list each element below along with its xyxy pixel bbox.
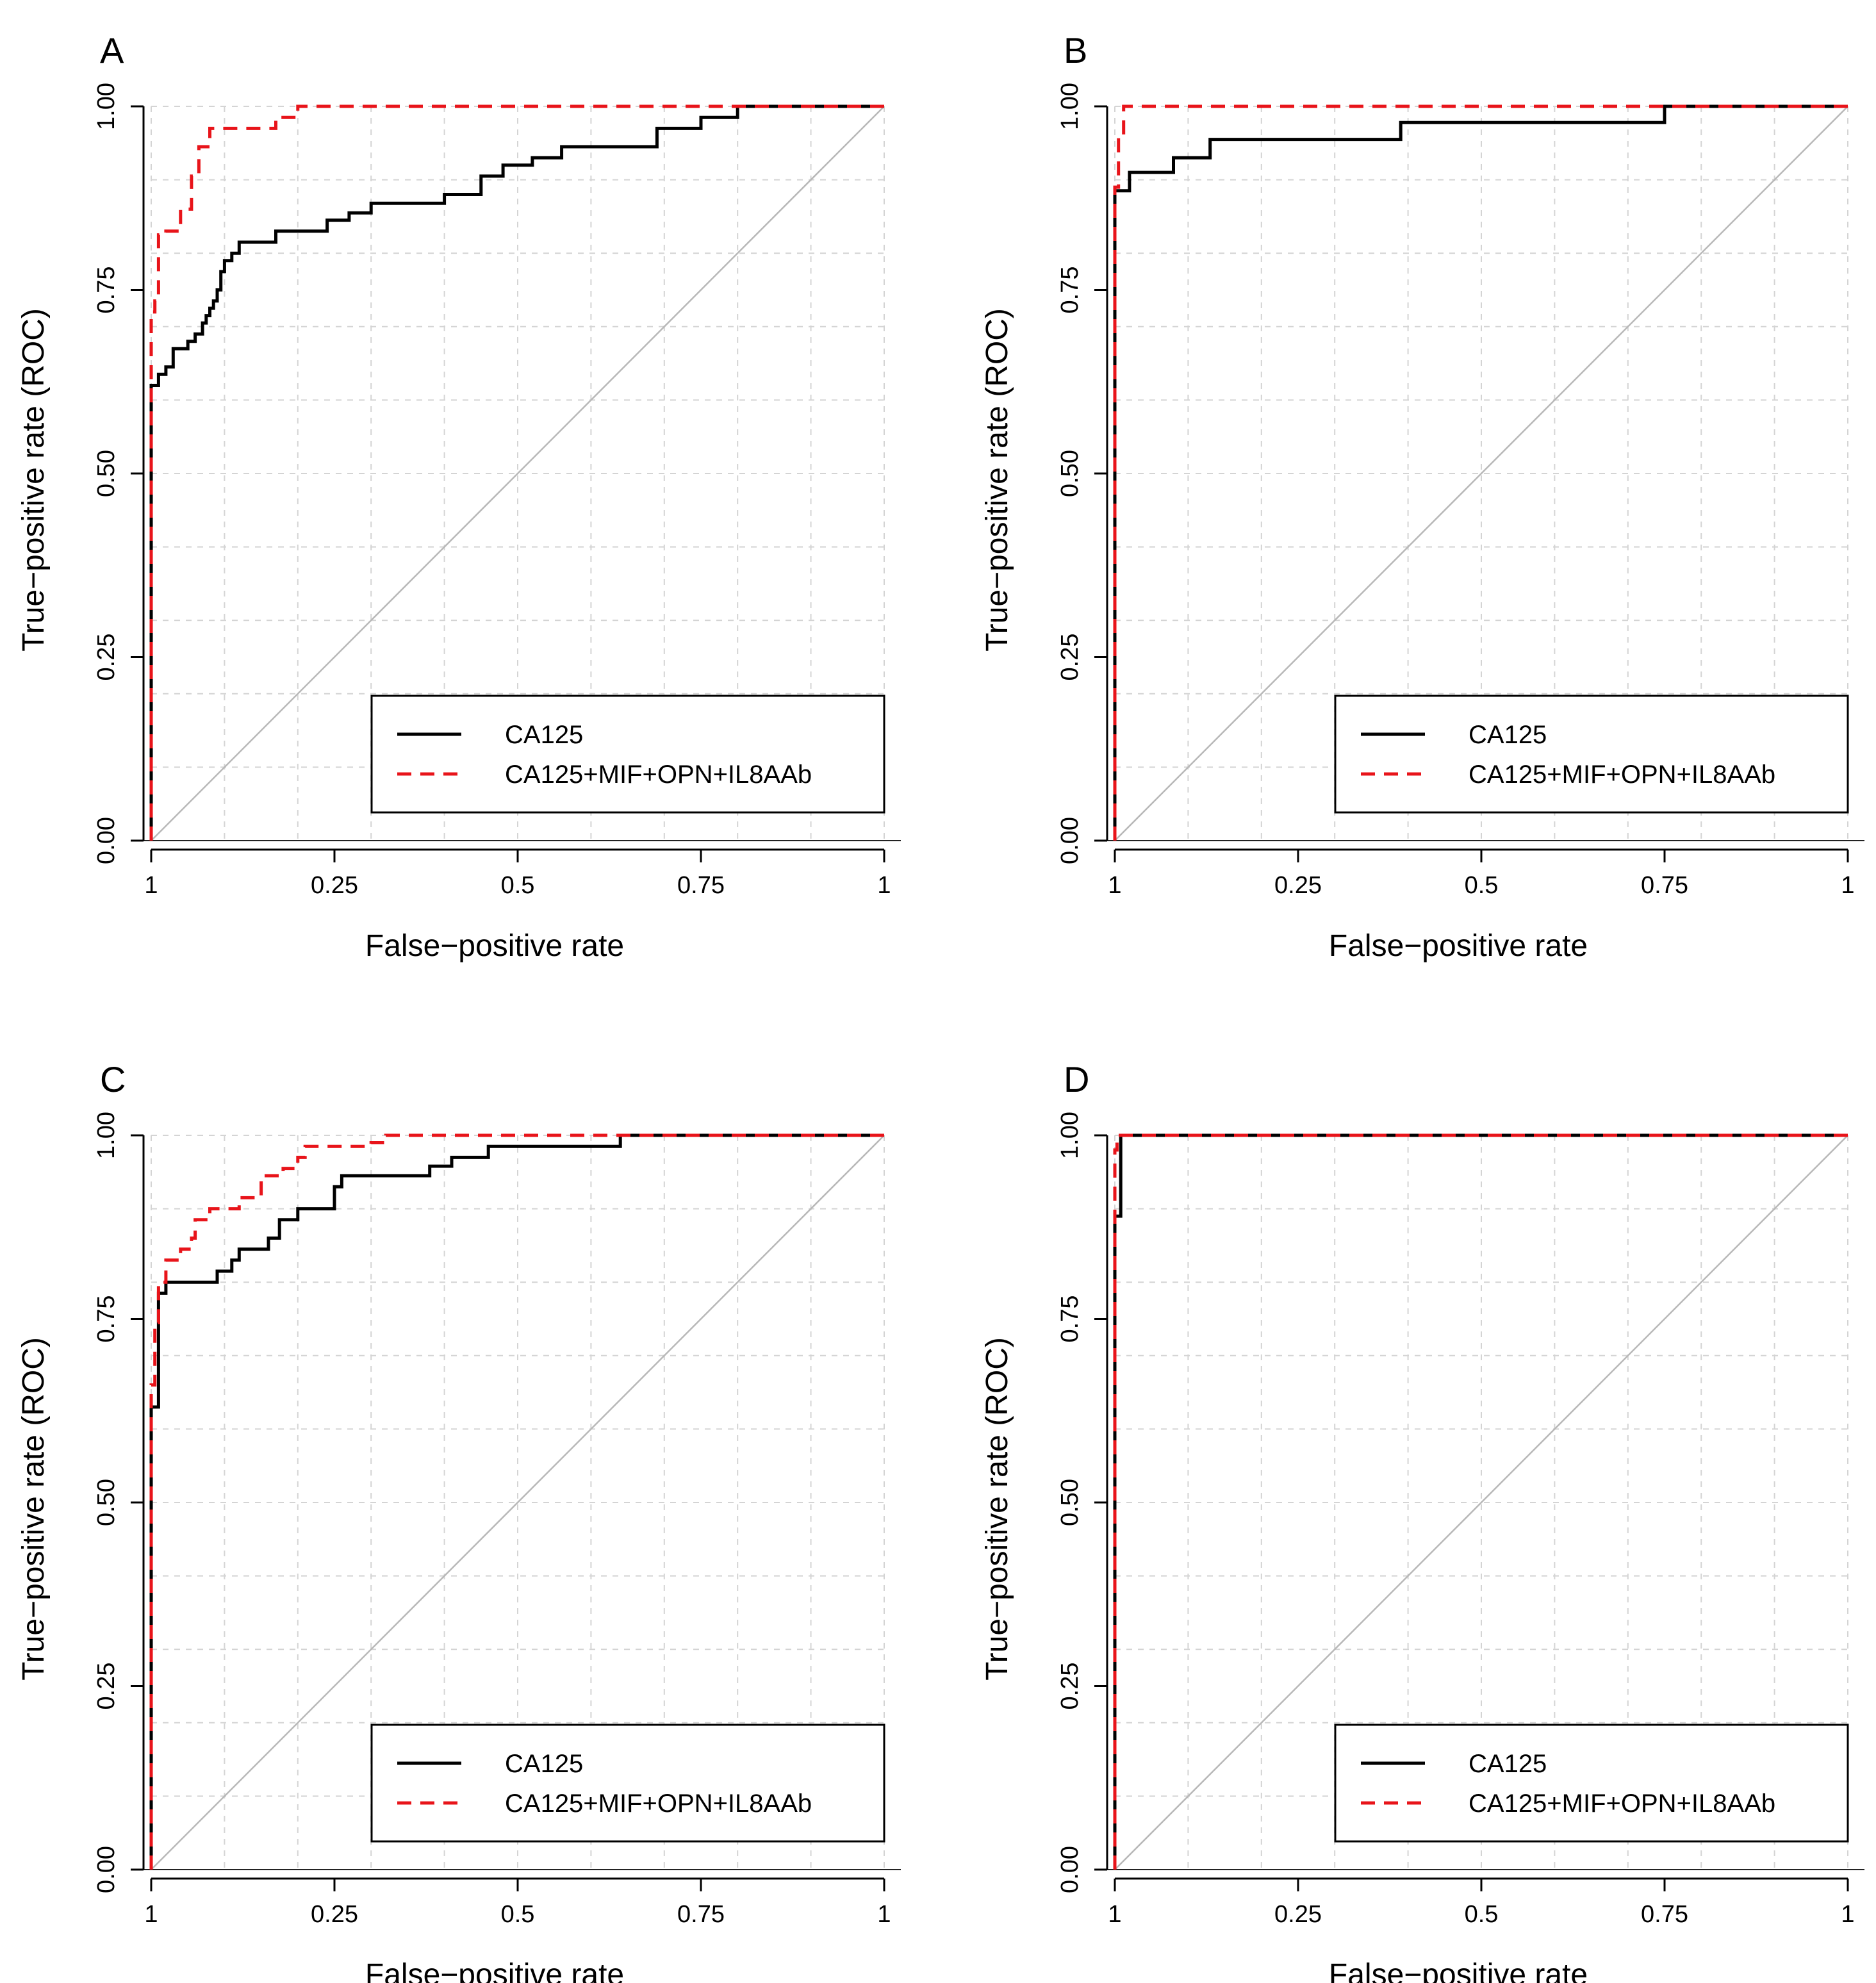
x-tick-label: 0.25 <box>1274 872 1322 899</box>
legend: CA125 CA125+MIF+OPN+IL8AAb <box>1334 1724 1849 1843</box>
legend-combined-label: CA125+MIF+OPN+IL8AAb <box>1469 761 1775 789</box>
x-tick-label: 1 <box>144 872 158 899</box>
legend-combined-label: CA125+MIF+OPN+IL8AAb <box>1469 1790 1775 1818</box>
y-tick-label: 1.00 <box>93 83 120 130</box>
y-tick-label: 0.25 <box>93 1663 120 1710</box>
panel-c: C 0.00 0.25 0.50 0.75 1.00 1 0.25 0.5 0.75 1 False−… <box>17 1059 901 1983</box>
legend: CA125 CA125+MIF+OPN+IL8AAb <box>1334 695 1849 814</box>
y-tick-label: 1.00 <box>1057 1112 1083 1159</box>
series-line-ca125 <box>1113 104 1848 841</box>
x-tick-label: 0.75 <box>677 872 725 899</box>
y-axis-title: True−positive rate (ROC) <box>980 1337 1014 1681</box>
panel-letter: C <box>100 1059 126 1099</box>
y-tick-label: 0.00 <box>93 1846 120 1893</box>
y-tick-label: 0.50 <box>93 1479 120 1526</box>
y-axis-title: True−positive rate (ROC) <box>17 1337 51 1681</box>
x-tick-label: 0.75 <box>677 1901 725 1928</box>
legend-box <box>1334 695 1849 814</box>
x-tick-label: 0.75 <box>1641 1901 1688 1928</box>
series-line-combined <box>1113 1133 1848 1870</box>
x-axis-title: False−positive rate <box>365 929 624 963</box>
diagonal-reference-line <box>1114 1135 1848 1870</box>
x-tick-label: 0.75 <box>1641 872 1688 899</box>
legend-ca125-label: CA125 <box>505 721 583 749</box>
x-axis-title: False−positive rate <box>365 1958 624 1983</box>
y-tick-label: 0.00 <box>1057 817 1083 864</box>
panel-a: A 0.00 0.25 0.50 0.75 1.00 1 0.25 0.5 0.75 1 False−… <box>17 30 901 963</box>
x-tick-label: 1 <box>144 1901 158 1928</box>
series-line-ca125 <box>149 104 884 841</box>
y-tick-label: 1.00 <box>93 1112 120 1159</box>
x-tick-label: 0.5 <box>501 872 535 899</box>
y-tick-label: 0.50 <box>93 450 120 497</box>
legend-ca125-label: CA125 <box>1469 1750 1547 1778</box>
x-tick-label: 1 <box>1108 1901 1121 1928</box>
legend-ca125-label: CA125 <box>1469 721 1547 749</box>
x-tick-label: 0.5 <box>1465 1901 1499 1928</box>
diagonal-reference-line <box>151 106 885 841</box>
y-tick-label: 0.25 <box>93 634 120 681</box>
y-axis-title: True−positive rate (ROC) <box>980 308 1014 652</box>
y-tick-label: 0.75 <box>1057 1296 1083 1343</box>
y-tick-label: 0.50 <box>1057 1479 1083 1526</box>
x-axis-title: False−positive rate <box>1329 929 1588 963</box>
legend-combined-label: CA125+MIF+OPN+IL8AAb <box>505 761 812 789</box>
y-tick-label: 0.75 <box>93 1296 120 1343</box>
x-tick-label: 0.5 <box>1465 872 1499 899</box>
panel-letter: A <box>100 30 124 70</box>
y-tick-label: 0.00 <box>1057 1846 1083 1893</box>
y-tick-label: 1.00 <box>1057 83 1083 130</box>
legend-box <box>370 1724 885 1843</box>
legend-box <box>370 695 885 814</box>
legend: CA125 CA125+MIF+OPN+IL8AAb <box>370 1724 885 1843</box>
x-axis-title: False−positive rate <box>1329 1958 1588 1983</box>
x-tick-label: 1 <box>1841 872 1854 899</box>
panel-letter: D <box>1064 1059 1089 1099</box>
legend-box <box>1334 1724 1849 1843</box>
panel-d: D 0.00 0.25 0.50 0.75 1.00 1 0.25 0.5 0.75 1 False−… <box>980 1059 1864 1983</box>
x-tick-label: 0.5 <box>501 1901 535 1928</box>
x-tick-label: 1 <box>1841 1901 1854 1928</box>
series-line-combined <box>1113 104 1848 841</box>
y-axis-title: True−positive rate (ROC) <box>17 308 51 652</box>
x-tick-label: 0.25 <box>311 872 358 899</box>
series-line-combined <box>149 104 884 841</box>
y-tick-label: 0.75 <box>1057 267 1083 314</box>
x-tick-label: 1 <box>877 1901 891 1928</box>
series-line-combined <box>149 1133 884 1870</box>
x-tick-label: 1 <box>1108 872 1121 899</box>
y-tick-label: 0.50 <box>1057 450 1083 497</box>
x-tick-label: 1 <box>877 872 891 899</box>
y-tick-label: 0.00 <box>93 817 120 864</box>
y-tick-label: 0.25 <box>1057 1663 1083 1710</box>
legend-combined-label: CA125+MIF+OPN+IL8AAb <box>505 1790 812 1818</box>
diagonal-reference-line <box>1114 106 1848 841</box>
x-tick-label: 0.25 <box>311 1901 358 1928</box>
diagonal-reference-line <box>151 1135 885 1870</box>
y-tick-label: 0.75 <box>93 267 120 314</box>
x-tick-label: 0.25 <box>1274 1901 1322 1928</box>
legend-ca125-label: CA125 <box>505 1750 583 1778</box>
legend: CA125 CA125+MIF+OPN+IL8AAb <box>370 695 885 814</box>
panel-letter: B <box>1064 30 1087 70</box>
panel-b: B 0.00 0.25 0.50 0.75 1.00 1 0.25 0.5 0.75 1 False−… <box>980 30 1864 963</box>
y-tick-label: 0.25 <box>1057 634 1083 681</box>
